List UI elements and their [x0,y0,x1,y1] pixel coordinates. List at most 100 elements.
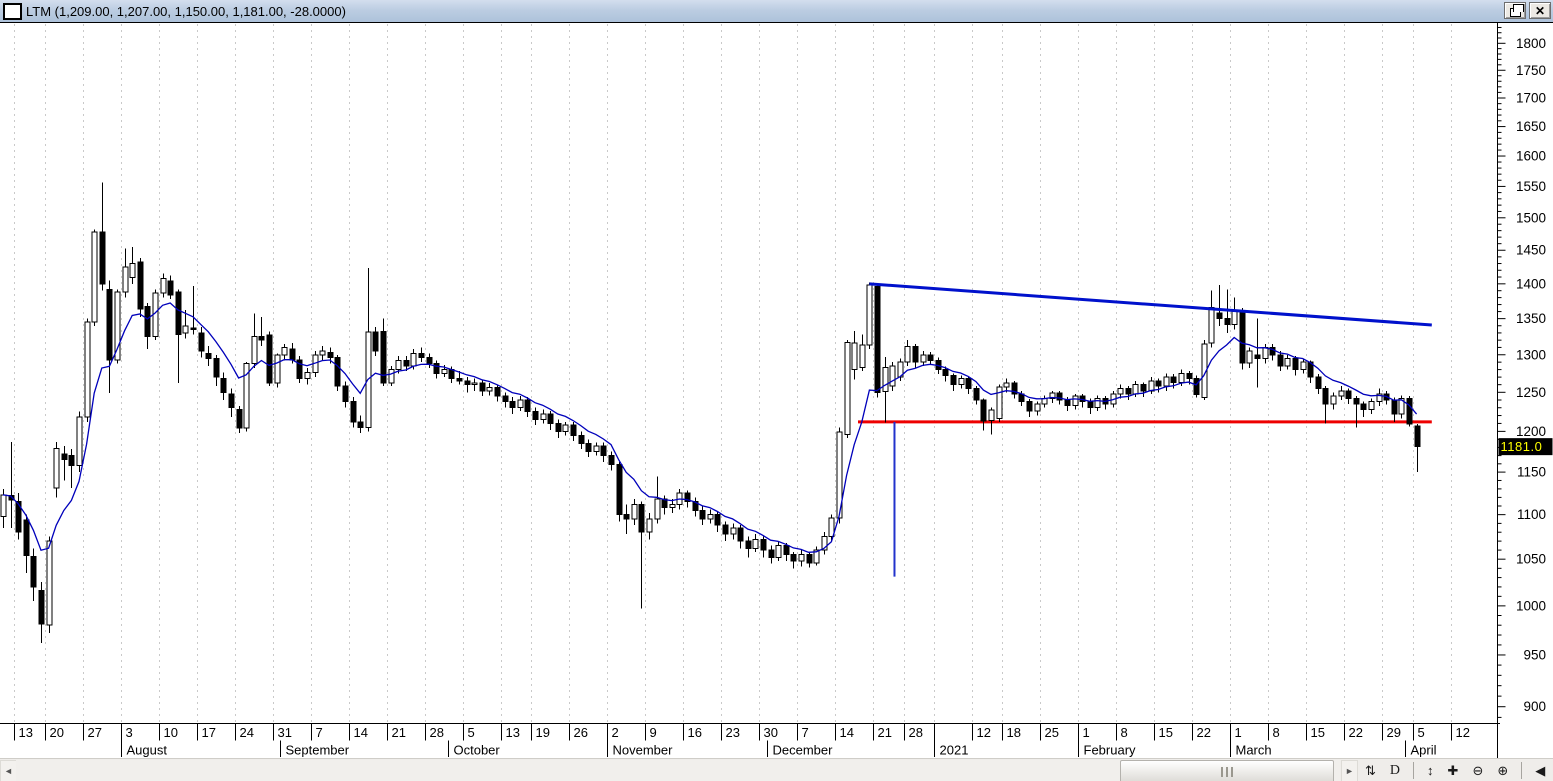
month-label: December [773,743,834,758]
week-label: 22 [1349,725,1363,740]
vertical-scale-icon[interactable]: ↕ [1427,763,1434,778]
candle [388,369,395,384]
y-axis-label: 1750 [1516,63,1546,78]
candle [30,555,37,588]
scrollbar-thumb[interactable] [1120,760,1334,781]
candle [220,378,227,393]
candle [1368,401,1375,410]
candle [980,399,987,422]
candle [1330,395,1337,405]
candle [46,540,53,626]
candle [479,382,486,392]
zoom-in-icon[interactable]: ⊕ [1497,763,1509,778]
candle [540,413,547,420]
zoom-out-icon[interactable]: ⊖ [1472,763,1484,778]
candle [1034,403,1041,412]
week-label: 8 [1273,725,1280,740]
horizontal-scrollbar[interactable]: ◄ ► ⇅D↕✚⊖⊕◀▶☰ [0,758,1553,781]
candle [448,369,455,380]
candle [327,352,334,359]
candle [996,386,1003,420]
candle [236,408,243,429]
candle [737,527,744,542]
month-label: October [454,743,501,758]
month-label: April [1411,743,1437,758]
candle [1284,357,1291,367]
candle [988,409,995,421]
candle [760,538,767,551]
candle [68,455,75,466]
candle [593,445,600,453]
candlestick-series[interactable] [0,182,1421,643]
week-label: 13 [506,725,520,740]
chart-window-icon [3,2,22,20]
candle [874,286,881,393]
candle [1353,397,1360,405]
candle [319,350,326,356]
candle [775,545,782,558]
candle [1376,393,1383,403]
candle [251,336,258,365]
candle [555,422,562,432]
candle [1246,350,1253,364]
scrollbar-track[interactable] [16,760,1340,781]
candle [768,549,775,558]
chart-toolbar: ⇅D↕✚⊖⊕◀▶☰ [1358,759,1553,781]
candle [1345,390,1352,399]
month-label: February [1084,743,1137,758]
candle [912,346,919,363]
scroll-left-button[interactable]: ◄ [0,760,17,781]
y-axis-label: 1350 [1516,311,1546,326]
refresh-data-icon[interactable]: ⇅ [1365,763,1376,778]
restore-button[interactable] [1504,2,1526,19]
scroll-chart-left-icon[interactable]: ◀ [1535,763,1546,778]
candle [205,352,212,359]
candle [380,330,387,384]
candle [122,266,129,293]
y-axis-label: 950 [1523,647,1546,662]
candle [600,445,607,457]
candle [464,380,471,386]
window-titlebar[interactable]: LTM (1,209.00, 1,207.00, 1,150.00, 1,181… [0,0,1553,23]
month-label: November [613,743,674,758]
week-label: 18 [1007,725,1021,740]
candle [304,372,311,380]
scrollbar-grip-icon [1221,766,1233,777]
candle [1011,382,1018,395]
y-axis-label: 1450 [1516,243,1546,258]
candle [266,334,273,384]
trendline[interactable] [869,282,1432,327]
scroll-right-button[interactable]: ► [1341,760,1358,781]
candle [91,231,98,323]
candle [904,346,911,363]
candle [213,357,220,378]
moving-average-line[interactable] [2,302,1418,553]
candle [228,393,235,409]
y-axis-label: 1650 [1516,119,1546,134]
candle [1132,384,1139,395]
month-label: September [286,743,350,758]
svg-text:1181.0: 1181.0 [1501,439,1543,454]
week-label: 28 [430,725,444,740]
pan-move-icon[interactable]: ✚ [1447,763,1459,778]
last-price-badge: 1181.0 [1498,438,1553,456]
candle [752,538,759,549]
close-button[interactable]: ✕ [1529,2,1551,19]
month-label: August [127,743,168,758]
candle [859,344,866,368]
candle [1072,395,1079,406]
candle [836,431,843,519]
candle [638,503,645,533]
candle [258,336,265,341]
candle [532,411,539,420]
candle [517,399,524,409]
candle [84,321,91,418]
candle [714,514,721,526]
periodicity-daily-button[interactable]: D [1389,763,1401,778]
week-label: 10 [164,725,178,740]
chart-plot-area[interactable]: 1800 1750 1700 1650 1600 1550 1500 1450 1400 1350… [0,22,1553,758]
candle [1216,312,1223,320]
candle [1064,399,1071,406]
week-label: 1 [1083,725,1090,740]
candle [426,357,433,365]
